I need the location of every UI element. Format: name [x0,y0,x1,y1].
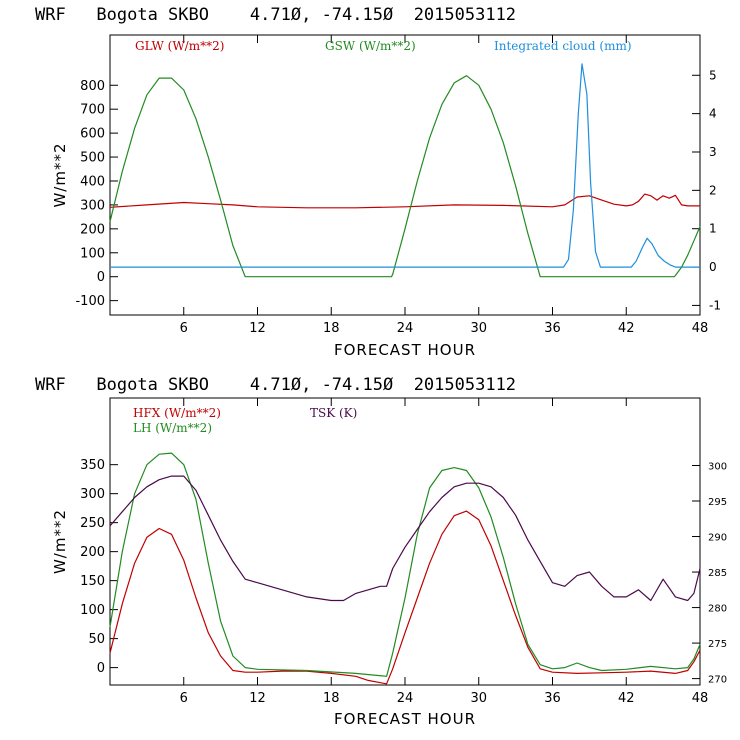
x-tick-label: 12 [249,321,266,336]
x-tick-label: 6 [180,321,188,336]
series-line-gsw [109,75,701,278]
y-tick-label: 150 [80,574,105,589]
y2-tick-label: 300 [708,461,727,472]
chart-title: WRF Bogota SKBO 4.71Ø, -74.15Ø 201505311… [35,375,516,395]
x-tick-label: 36 [544,691,561,706]
y2-tick-label: 280 [708,604,727,615]
y2-tick-label: 295 [708,497,727,508]
y-tick-label: 200 [80,545,105,560]
x-axis-label: FORECAST HOUR [334,710,476,728]
surface-flux-panel: WRF Bogota SKBO 4.71Ø, -74.15Ø 201505311… [35,375,727,728]
y-tick-label: 100 [80,603,105,618]
y-tick-label: 700 [80,103,105,118]
x-tick-label: 42 [618,321,635,336]
y-tick-label: 500 [80,151,105,166]
y2-tick-label: 285 [708,568,727,579]
y-tick-label: 50 [88,632,105,647]
legend-integrated: Integrated cloud (mm) [494,39,632,53]
y2-tick-label: 3 [709,145,717,159]
x-tick-label: 48 [692,691,709,706]
x-tick-label: 18 [323,691,340,706]
x-axis-label: FORECAST HOUR [334,341,476,359]
x-tick-label: 30 [470,321,487,336]
y-axis-label: W/m**2 [51,509,69,574]
y2-tick-label: 275 [708,639,727,650]
y-tick-label: 300 [80,198,105,213]
y-tick-label: 800 [80,79,105,94]
series-line-tsk [109,475,701,602]
series-line-integrated [110,63,700,268]
legend-glw: GLW (W/m**2) [135,39,224,53]
y-tick-label: 100 [80,246,105,261]
y2-tick-label: 0 [709,260,717,274]
x-tick-label: 6 [180,691,188,706]
series-line-lh [109,452,701,677]
x-tick-label: 24 [397,321,414,336]
y-axis-label: W/m**2 [51,142,69,207]
legend-lh: LH (W/m**2) [133,421,212,435]
y-tick-label: 400 [80,174,105,189]
x-tick-label: 12 [249,691,266,706]
x-tick-label: 30 [470,691,487,706]
x-tick-label: 18 [323,321,340,336]
y2-tick-label: 1 [709,222,717,236]
legend-gsw: GSW (W/m**2) [325,39,416,53]
legend-tsk: TSK (K) [310,406,357,420]
y2-tick-label: -1 [709,298,721,312]
y2-tick-label: 4 [709,107,717,121]
y-tick-label: 600 [80,127,105,142]
series-line-glw [109,193,700,209]
chart-title: WRF Bogota SKBO 4.71Ø, -74.15Ø 201505311… [35,5,516,25]
y-tick-label: 250 [80,516,105,531]
radiation-cloud-panel: WRF Bogota SKBO 4.71Ø, -74.15Ø 201505311… [35,5,721,359]
y-tick-label: -100 [75,294,105,309]
series-line-hfx [109,510,701,685]
x-tick-label: 42 [618,691,635,706]
y2-tick-label: 290 [708,533,727,544]
legend-hfx: HFX (W/m**2) [133,406,221,420]
y-tick-label: 200 [80,222,105,237]
x-tick-label: 36 [544,321,561,336]
x-tick-label: 48 [692,321,709,336]
y2-tick-label: 5 [709,68,717,82]
y-tick-label: 0 [97,270,105,285]
y-tick-label: 300 [80,487,105,502]
y2-tick-label: 270 [708,675,727,686]
y-tick-label: 350 [80,458,105,473]
x-tick-label: 24 [397,691,414,706]
y-tick-label: 0 [97,661,105,676]
y2-tick-label: 2 [709,183,717,197]
